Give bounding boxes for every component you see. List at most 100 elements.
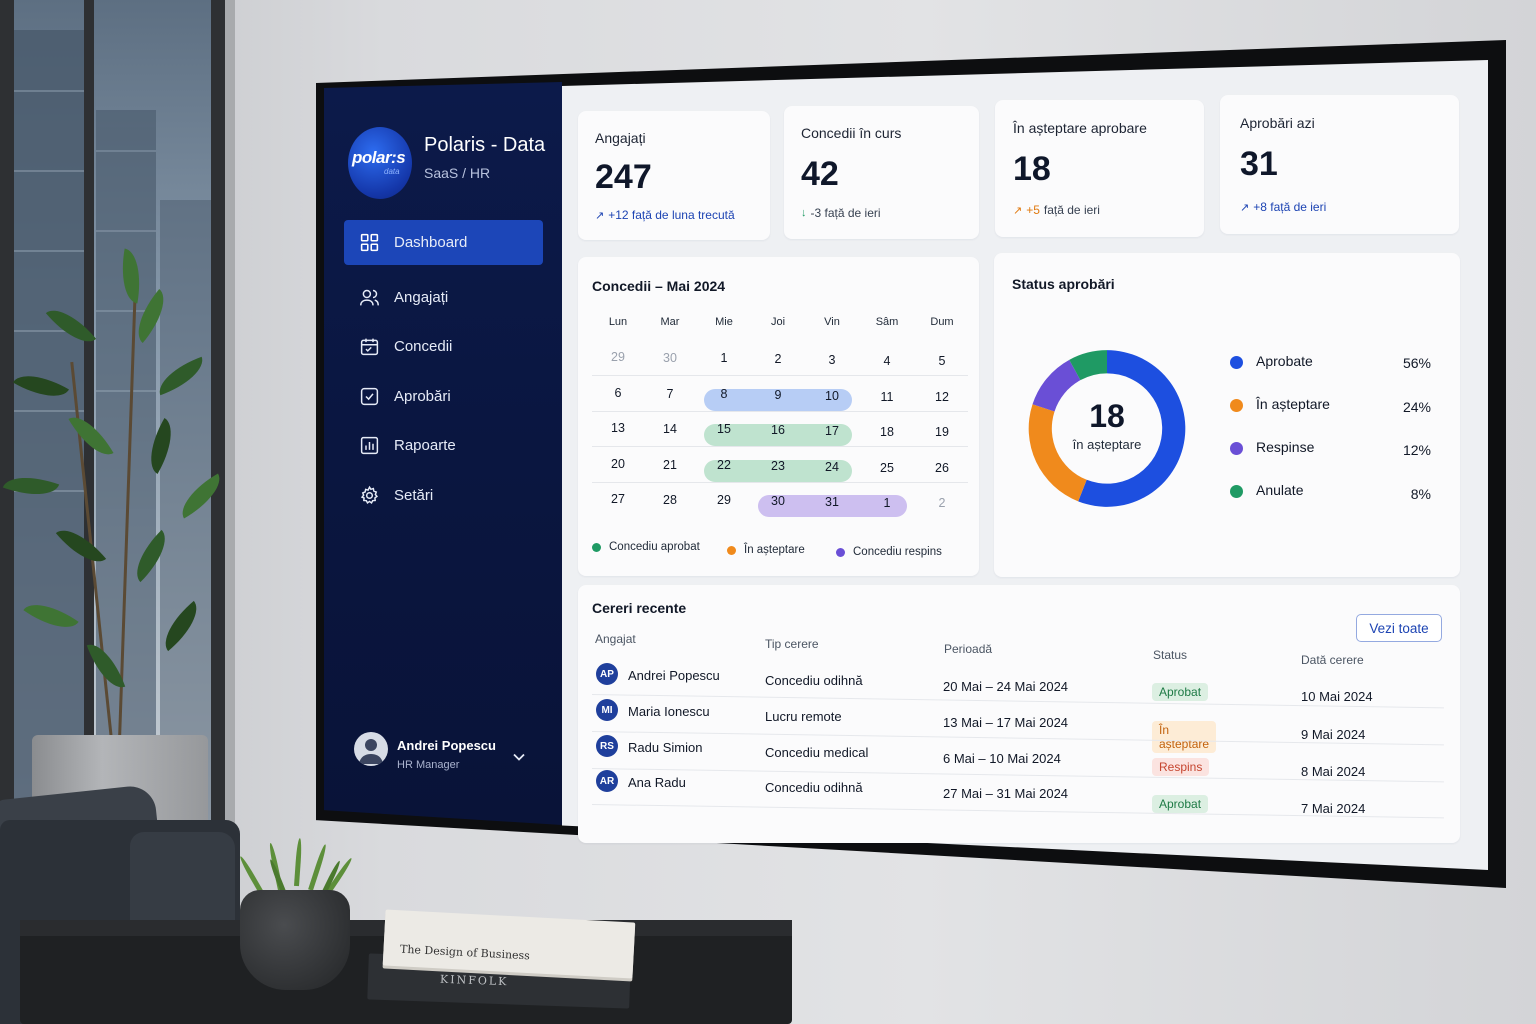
calendar-day[interactable]: 27 — [611, 492, 625, 506]
cell-type: Concediu odihnă — [765, 780, 863, 795]
calendar-day[interactable]: 13 — [611, 421, 625, 435]
calendar-day[interactable]: 10 — [825, 388, 839, 403]
stat-card-aprobari-azi[interactable] — [1220, 95, 1459, 234]
stat-value: 247 — [595, 158, 652, 196]
calendar-day[interactable]: 18 — [880, 424, 894, 439]
calendar-day[interactable]: 29 — [717, 493, 731, 508]
calendar-day[interactable]: 16 — [771, 423, 785, 438]
calendar-day[interactable]: 28 — [663, 492, 677, 507]
calendar-day[interactable]: 9 — [774, 388, 782, 403]
grid-icon — [358, 232, 380, 254]
leave-band[interactable] — [704, 388, 852, 411]
brand-logo-sub: data — [384, 167, 400, 176]
calendar-day[interactable]: 19 — [935, 425, 949, 440]
calendar-day[interactable]: 12 — [935, 390, 949, 405]
table-header[interactable]: Dată cerere — [1301, 653, 1364, 667]
cell-type: Lucru remote — [765, 709, 842, 724]
user-avatar[interactable] — [354, 732, 388, 766]
calendar-day[interactable]: 8 — [720, 387, 728, 402]
checkbox-icon — [358, 386, 380, 408]
nav-rapoarte-label: Rapoarte — [394, 437, 456, 454]
status-badge: Aprobat — [1152, 794, 1209, 813]
donut-slice-anulate[interactable] — [1069, 350, 1107, 381]
approvals-legend-name: Aprobate — [1256, 353, 1313, 369]
calendar-day[interactable]: 17 — [825, 423, 839, 438]
approvals-legend-dot — [1230, 485, 1243, 498]
stat-delta-text: +12 față de luna trecută — [608, 208, 735, 222]
calendar-day[interactable]: 1 — [720, 351, 728, 366]
calendar-weekday: Joi — [770, 316, 786, 328]
leave-band[interactable] — [758, 495, 907, 518]
calendar-row-divider — [592, 482, 968, 483]
calendar-row-divider — [592, 375, 968, 376]
brand-logo — [348, 127, 412, 199]
donut-slice-respinse[interactable] — [1032, 359, 1081, 412]
calendar-day[interactable]: 24 — [825, 459, 839, 474]
calendar-day[interactable]: 29 — [611, 350, 625, 364]
view-all-button[interactable]: Vezi toate — [1356, 614, 1442, 642]
nav-rapoarte[interactable]: Rapoarte — [344, 423, 543, 468]
calendar-day[interactable]: 14 — [663, 421, 677, 436]
stat-label: Angajați — [595, 130, 646, 146]
status-badge: Aprobat — [1152, 683, 1209, 701]
cell-type: Concediu odihnă — [765, 673, 863, 688]
nav-aprobari[interactable]: Aprobări — [344, 374, 543, 419]
table-header[interactable]: Angajat — [595, 632, 636, 646]
cell-period: 13 Mai – 17 Mai 2024 — [943, 715, 1069, 730]
stat-label: Concedii în curs — [801, 125, 902, 141]
calendar-day[interactable]: 23 — [771, 459, 785, 474]
calendar-day[interactable]: 1 — [883, 495, 891, 510]
requests-title: Cereri recente — [592, 600, 687, 616]
nav-angajati[interactable]: Angajați — [344, 275, 543, 320]
nav-setari[interactable]: Setări — [344, 473, 543, 518]
legend-label: În așteptare — [744, 544, 805, 556]
calendar-weekday: Lun — [608, 316, 628, 328]
stat-card-angajati[interactable] — [578, 111, 770, 240]
table-header[interactable]: Tip cerere — [765, 637, 819, 651]
user-name: Andrei Popescu — [397, 738, 496, 753]
stat-delta-text: -3 față de ieri — [810, 206, 881, 220]
approvals-legend-percent: 8% — [1410, 485, 1431, 502]
calendar-day[interactable]: 20 — [611, 457, 625, 471]
calendar-day[interactable]: 21 — [663, 457, 677, 472]
stat-delta: ↓ -3 față de ieri — [801, 206, 881, 220]
calendar-day[interactable]: 30 — [771, 494, 785, 509]
donut-slice-aprobate[interactable] — [1078, 350, 1186, 507]
cell-employee: Maria Ionescu — [628, 704, 710, 719]
calendar-day[interactable]: 11 — [880, 389, 894, 404]
table-header[interactable]: Perioadă — [944, 642, 993, 656]
cell-type: Concediu medical — [765, 745, 869, 760]
brand-logo-word: polar:s — [352, 148, 406, 167]
table-header[interactable]: Status — [1153, 648, 1188, 662]
legend-label: Concediu respins — [853, 546, 942, 558]
calendar-day[interactable]: 31 — [825, 494, 839, 509]
calendar-day[interactable]: 15 — [717, 422, 731, 437]
leave-band[interactable] — [704, 459, 852, 482]
nav-dashboard[interactable]: Dashboard — [344, 220, 543, 265]
calendar-day[interactable]: 3 — [828, 352, 836, 367]
calendar-day[interactable]: 22 — [717, 458, 731, 473]
calendar-day[interactable]: 30 — [663, 350, 677, 365]
calendar-day[interactable]: 25 — [880, 460, 894, 475]
nav-setari-label: Setări — [394, 487, 434, 504]
stat-card-concedii[interactable] — [784, 106, 979, 239]
donut-slice--n-a-teptare[interactable] — [1028, 404, 1087, 502]
stat-card-asteptare[interactable] — [995, 100, 1204, 237]
calendar-day[interactable]: 2 — [774, 352, 782, 367]
row-avatar: RS — [596, 735, 618, 757]
calendar-day[interactable]: 4 — [883, 353, 891, 368]
arrow-up-icon: ↗ — [1013, 204, 1023, 217]
calendar-day[interactable]: 6 — [614, 386, 622, 400]
calendar-day[interactable]: 5 — [938, 354, 946, 369]
nav-angajati-label: Angajați — [394, 289, 449, 306]
approvals-legend-name: Respinse — [1256, 439, 1315, 455]
legend-dot — [592, 543, 601, 552]
approvals-legend-name: În așteptare — [1256, 396, 1330, 412]
calendar-day[interactable]: 7 — [666, 386, 674, 401]
nav-concedii[interactable]: Concedii — [344, 324, 543, 369]
chevron-down-icon[interactable] — [511, 749, 527, 765]
calendar-day[interactable]: 26 — [935, 461, 949, 476]
calendar-day[interactable]: 2 — [938, 496, 946, 511]
approvals-donut-chart — [1028, 350, 1186, 507]
leave-band[interactable] — [704, 423, 852, 446]
